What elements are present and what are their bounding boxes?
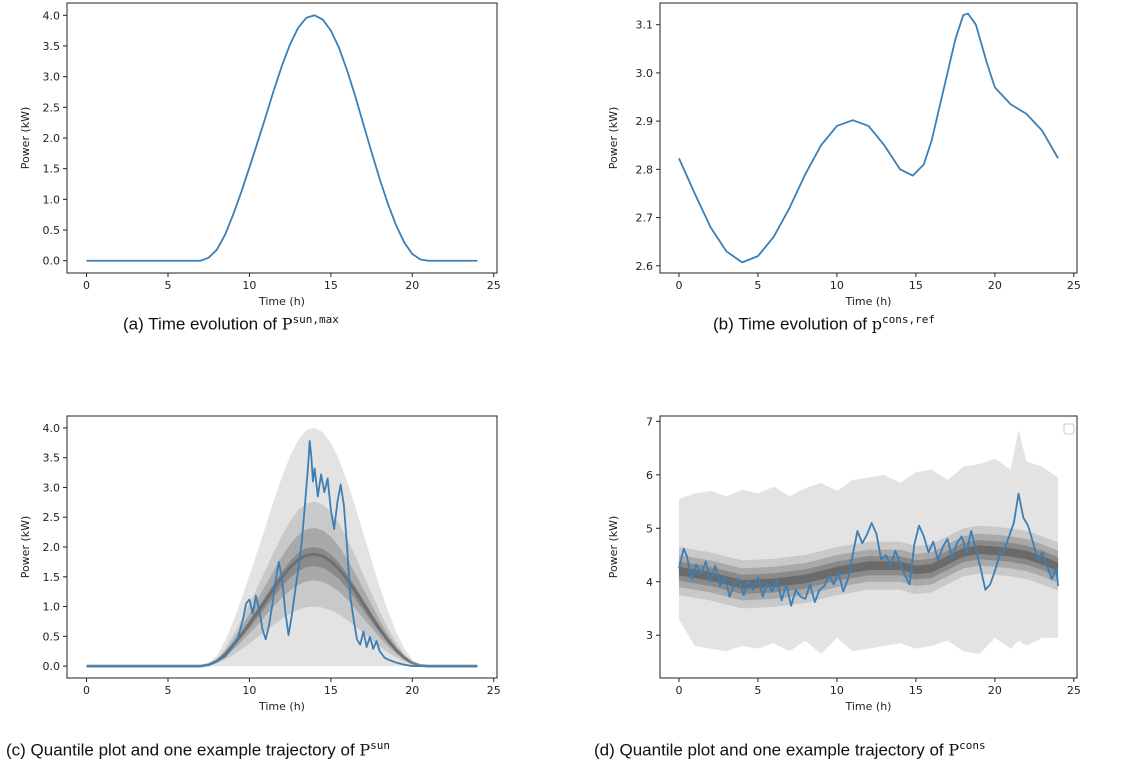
quantile-band xyxy=(678,545,1059,589)
caption-d-prefix: (d) Quantile plot and one example trajec… xyxy=(594,740,949,760)
chart-c: 0 5 10 15 20 25 0.0 0.5 1.0 1.5 2.0 2.5 3.0 3.5 4.0 Tim… xyxy=(19,415,501,713)
y-tick-label: 4.0 xyxy=(43,9,61,22)
caption-b-superscript: cons,ref xyxy=(882,313,935,326)
y-tick-label: 2.5 xyxy=(43,101,61,114)
caption-d-superscript: cons xyxy=(959,739,986,752)
x-tick-label: 25 xyxy=(487,279,501,292)
y-tick-label: 1.0 xyxy=(43,193,61,206)
x-axis-label: Time (h) xyxy=(845,700,892,713)
x-axis-label: Time (h) xyxy=(845,295,892,308)
x-tick-label: 0 xyxy=(83,279,90,292)
x-tick-label: 25 xyxy=(487,684,501,697)
caption-c-prefix: (c) Quantile plot and one example trajec… xyxy=(6,740,360,760)
x-tick-label: 5 xyxy=(164,279,171,292)
y-tick-label: 4 xyxy=(646,576,653,589)
legend-box xyxy=(1063,423,1075,435)
plot-frame xyxy=(659,2,1078,274)
x-tick-label: 10 xyxy=(242,684,256,697)
y-tick-label: 3.0 xyxy=(43,71,61,84)
y-tick-label: 2.5 xyxy=(43,511,61,524)
x-tick-label: 10 xyxy=(830,279,844,292)
caption-a: (a) Time evolution of Psun,max xyxy=(123,313,339,335)
plot-frame xyxy=(659,415,1078,679)
y-tick-label: 6 xyxy=(646,469,653,482)
caption-c-superscript: sun xyxy=(370,739,391,752)
y-tick-label: 0.5 xyxy=(43,630,61,643)
y-tick-label: 3.0 xyxy=(43,481,61,494)
caption-c-symbol: P xyxy=(359,740,371,760)
caption-b: (b) Time evolution of pcons,ref xyxy=(713,313,935,335)
y-tick-label: 0.5 xyxy=(43,224,61,237)
y-tick-label: 0.0 xyxy=(43,660,61,673)
y-tick-label: 3.5 xyxy=(43,40,61,53)
series-line xyxy=(678,12,1059,264)
x-tick-label: 0 xyxy=(675,279,682,292)
chart-panel-d: 0 5 10 15 20 25 3 4 5 6 7 Time (h) Power (kW) xyxy=(580,410,1140,730)
y-tick-label: 2.6 xyxy=(636,260,654,273)
y-tick-label: 2.0 xyxy=(43,541,61,554)
y-axis-label: Power (kW) xyxy=(19,107,32,170)
series-line xyxy=(678,492,1059,607)
caption-b-prefix: (b) Time evolution of xyxy=(713,314,872,334)
x-tick-label: 25 xyxy=(1067,684,1081,697)
x-tick-label: 15 xyxy=(324,684,338,697)
y-tick-label: 2.9 xyxy=(636,115,654,128)
y-tick-label: 3.5 xyxy=(43,452,61,465)
x-tick-label: 20 xyxy=(988,279,1002,292)
x-tick-label: 15 xyxy=(909,279,923,292)
x-tick-label: 10 xyxy=(830,684,844,697)
x-tick-label: 0 xyxy=(675,684,682,697)
x-tick-label: 25 xyxy=(1067,279,1081,292)
caption-a-symbol: P xyxy=(281,314,293,334)
y-tick-label: 1.5 xyxy=(43,571,61,584)
y-tick-label: 1.0 xyxy=(43,601,61,614)
chart-panel-a: 0 5 10 15 20 25 0.0 0.5 1.0 1.5 2.0 2.5 3.0 3.5 4.0 Tim… xyxy=(0,0,560,310)
caption-c: (c) Quantile plot and one example trajec… xyxy=(6,739,390,761)
x-axis-label: Time (h) xyxy=(258,295,305,308)
caption-a-superscript: sun,max xyxy=(292,313,339,326)
y-tick-label: 2.0 xyxy=(43,132,61,145)
chart-b: 0 5 10 15 20 25 2.6 2.7 2.8 2.9 3.0 3.1 Time (h) Powe… xyxy=(607,2,1081,308)
x-tick-label: 10 xyxy=(242,279,256,292)
x-tick-label: 15 xyxy=(324,279,338,292)
chart-panel-b: 0 5 10 15 20 25 2.6 2.7 2.8 2.9 3.0 3.1 Time (h) Powe… xyxy=(580,0,1140,310)
y-tick-label: 0.0 xyxy=(43,255,61,268)
x-tick-label: 20 xyxy=(405,279,419,292)
y-tick-label: 3 xyxy=(646,629,653,642)
x-tick-label: 0 xyxy=(83,684,90,697)
y-axis-label: Power (kW) xyxy=(607,107,620,170)
x-tick-label: 20 xyxy=(405,684,419,697)
chart-a: 0 5 10 15 20 25 0.0 0.5 1.0 1.5 2.0 2.5 3.0 3.5 4.0 Tim… xyxy=(19,2,501,308)
y-tick-label: 3.0 xyxy=(636,67,654,80)
y-tick-label: 2.7 xyxy=(636,212,654,225)
series-line xyxy=(86,14,478,262)
x-tick-label: 5 xyxy=(754,684,761,697)
y-tick-label: 1.5 xyxy=(43,163,61,176)
caption-d: (d) Quantile plot and one example trajec… xyxy=(594,739,986,761)
series-line xyxy=(86,440,478,667)
x-axis-label: Time (h) xyxy=(258,700,305,713)
y-axis-label: Power (kW) xyxy=(19,516,32,579)
y-tick-label: 7 xyxy=(646,415,653,428)
caption-a-prefix: (a) Time evolution of xyxy=(123,314,282,334)
plot-frame xyxy=(66,2,498,274)
y-tick-label: 5 xyxy=(646,522,653,535)
y-tick-label: 2.8 xyxy=(636,163,654,176)
caption-d-symbol: P xyxy=(948,740,960,760)
y-tick-label: 3.1 xyxy=(636,19,654,32)
y-tick-label: 4.0 xyxy=(43,422,61,435)
chart-panel-c: 0 5 10 15 20 25 0.0 0.5 1.0 1.5 2.0 2.5 3.0 3.5 4.0 Tim… xyxy=(0,410,560,730)
x-tick-label: 20 xyxy=(988,684,1002,697)
x-tick-label: 15 xyxy=(909,684,923,697)
chart-d: 0 5 10 15 20 25 3 4 5 6 7 Time (h) Power (kW) xyxy=(607,415,1081,713)
caption-b-symbol: p xyxy=(871,314,882,334)
y-axis-label: Power (kW) xyxy=(607,516,620,579)
x-tick-label: 5 xyxy=(164,684,171,697)
x-tick-label: 5 xyxy=(754,279,761,292)
